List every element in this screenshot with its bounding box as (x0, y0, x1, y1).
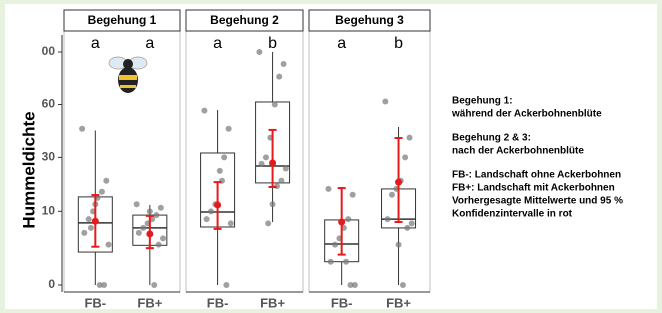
y-tick-label: 10 (42, 203, 56, 217)
strip-label: Begehung 1 (88, 13, 157, 27)
data-point (385, 216, 391, 222)
x-tick-label: FB- (207, 295, 229, 310)
data-point (97, 282, 103, 288)
data-point (160, 235, 166, 241)
data-point (256, 49, 262, 55)
annotation: während der Ackerbohnenblüte (451, 109, 602, 120)
data-point (407, 135, 413, 141)
data-point (151, 282, 157, 288)
annotation: Begehung 1: (452, 96, 513, 107)
strip-label: Begehung 2 (210, 13, 279, 27)
data-point (350, 192, 356, 198)
mean-point (146, 230, 153, 237)
data-point (404, 225, 410, 231)
annotation: Begehung 2 & 3: (452, 133, 531, 144)
data-point (325, 186, 331, 192)
annotation: Konfidenzintervalle in rot (452, 209, 573, 220)
annotation: FB+: Landschaft mit Ackerbohnen (452, 183, 615, 194)
x-tick-label: FB+ (137, 295, 162, 310)
y-tick-label: 00 (42, 44, 56, 58)
data-point (400, 282, 406, 288)
data-point (147, 208, 153, 214)
data-point (201, 108, 207, 114)
data-point (409, 220, 415, 226)
mean-point (395, 179, 402, 186)
x-tick-label: FB+ (386, 295, 411, 310)
significance-letter: b (268, 35, 277, 52)
data-point (156, 242, 162, 248)
y-tick-label: 60 (42, 97, 56, 111)
data-point (347, 282, 353, 288)
significance-letter: a (213, 35, 222, 52)
data-point (281, 61, 287, 67)
data-point (265, 220, 271, 226)
y-axis-label: Hummeldichte (19, 111, 38, 228)
data-point (99, 189, 105, 195)
y-tick-label: 0 (48, 277, 55, 291)
data-point (382, 99, 388, 105)
data-point (134, 201, 140, 207)
strip-label: Begehung 3 (335, 13, 404, 27)
data-point (270, 201, 276, 207)
data-point (140, 225, 146, 231)
annotation: nach der Ackerbohnenblüte (452, 146, 584, 157)
data-point (221, 154, 227, 160)
data-point (402, 154, 408, 160)
mean-point (338, 219, 345, 226)
data-point (343, 259, 349, 265)
data-point (208, 208, 214, 214)
x-tick-label: FB+ (260, 295, 285, 310)
data-point (106, 242, 112, 248)
data-point (328, 259, 334, 265)
data-point (204, 216, 210, 222)
mean-point (214, 201, 221, 208)
chart: Hummeldichte 0 10 30 60 00 Begehung 1 FB-a FB+ a… (0, 0, 662, 313)
data-point (226, 126, 232, 132)
data-point (276, 74, 282, 80)
mean-point (269, 160, 276, 167)
page: Hummeldichte 0 10 30 60 00 Begehung 1 FB-a FB+ a… (0, 0, 662, 313)
data-point (103, 178, 109, 184)
data-point (81, 230, 87, 236)
data-point (158, 205, 164, 211)
data-point (278, 178, 284, 184)
mean-point (92, 218, 99, 225)
data-point (79, 126, 85, 132)
data-point (283, 166, 289, 172)
significance-letter: b (394, 35, 403, 52)
data-point (223, 282, 229, 288)
data-point (332, 242, 338, 248)
annotation: FB-: Landschaft ohne Ackerbohnen (452, 170, 621, 181)
x-tick-label: FB- (331, 295, 353, 310)
data-point (88, 225, 94, 231)
data-point (259, 161, 265, 167)
x-tick-label: FB- (84, 295, 106, 310)
data-point (86, 216, 92, 222)
data-point (136, 230, 142, 236)
y-tick-label: 30 (42, 150, 56, 164)
data-point (345, 216, 351, 222)
data-point (389, 192, 395, 198)
annotation: Vorhergesagte Mittelwerte und 95 % (452, 196, 623, 207)
data-point (396, 242, 402, 248)
data-point (228, 220, 234, 226)
data-point (217, 168, 223, 174)
significance-letter: a (91, 35, 100, 52)
data-point (272, 102, 278, 108)
significance-letter: a (337, 35, 346, 52)
data-point (263, 154, 269, 160)
significance-letter: a (145, 35, 154, 52)
